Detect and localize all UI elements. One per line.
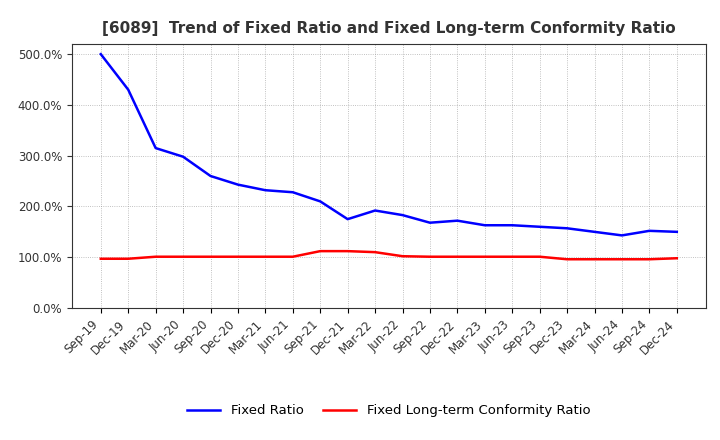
Fixed Ratio xyxy=(645,228,654,234)
Fixed Long-term Conformity Ratio xyxy=(398,253,407,259)
Fixed Ratio xyxy=(124,87,132,92)
Fixed Long-term Conformity Ratio xyxy=(124,256,132,261)
Fixed Long-term Conformity Ratio xyxy=(316,249,325,254)
Fixed Long-term Conformity Ratio xyxy=(343,249,352,254)
Line: Fixed Long-term Conformity Ratio: Fixed Long-term Conformity Ratio xyxy=(101,251,677,259)
Fixed Ratio xyxy=(179,154,187,159)
Fixed Long-term Conformity Ratio xyxy=(151,254,160,259)
Fixed Long-term Conformity Ratio xyxy=(289,254,297,259)
Fixed Ratio xyxy=(508,223,516,228)
Fixed Ratio xyxy=(151,146,160,151)
Fixed Ratio xyxy=(96,51,105,57)
Fixed Long-term Conformity Ratio xyxy=(371,249,379,255)
Fixed Ratio xyxy=(343,216,352,222)
Fixed Long-term Conformity Ratio xyxy=(233,254,242,259)
Fixed Ratio xyxy=(618,233,626,238)
Fixed Ratio xyxy=(536,224,544,229)
Fixed Long-term Conformity Ratio xyxy=(590,257,599,262)
Fixed Ratio xyxy=(206,173,215,179)
Fixed Long-term Conformity Ratio xyxy=(645,257,654,262)
Legend: Fixed Ratio, Fixed Long-term Conformity Ratio: Fixed Ratio, Fixed Long-term Conformity … xyxy=(182,399,595,423)
Fixed Ratio xyxy=(590,229,599,235)
Fixed Ratio xyxy=(233,182,242,187)
Fixed Long-term Conformity Ratio xyxy=(426,254,434,259)
Title: [6089]  Trend of Fixed Ratio and Fixed Long-term Conformity Ratio: [6089] Trend of Fixed Ratio and Fixed Lo… xyxy=(102,21,675,36)
Fixed Long-term Conformity Ratio xyxy=(563,257,572,262)
Fixed Ratio xyxy=(289,190,297,195)
Fixed Long-term Conformity Ratio xyxy=(179,254,187,259)
Fixed Long-term Conformity Ratio xyxy=(480,254,489,259)
Fixed Long-term Conformity Ratio xyxy=(453,254,462,259)
Fixed Ratio xyxy=(316,199,325,204)
Fixed Ratio xyxy=(261,187,270,193)
Line: Fixed Ratio: Fixed Ratio xyxy=(101,54,677,235)
Fixed Ratio xyxy=(453,218,462,224)
Fixed Ratio xyxy=(672,229,681,235)
Fixed Long-term Conformity Ratio xyxy=(536,254,544,259)
Fixed Ratio xyxy=(563,226,572,231)
Fixed Ratio xyxy=(398,213,407,218)
Fixed Ratio xyxy=(426,220,434,225)
Fixed Long-term Conformity Ratio xyxy=(96,256,105,261)
Fixed Long-term Conformity Ratio xyxy=(261,254,270,259)
Fixed Ratio xyxy=(371,208,379,213)
Fixed Long-term Conformity Ratio xyxy=(508,254,516,259)
Fixed Long-term Conformity Ratio xyxy=(672,256,681,261)
Fixed Long-term Conformity Ratio xyxy=(206,254,215,259)
Fixed Long-term Conformity Ratio xyxy=(618,257,626,262)
Fixed Ratio xyxy=(480,223,489,228)
